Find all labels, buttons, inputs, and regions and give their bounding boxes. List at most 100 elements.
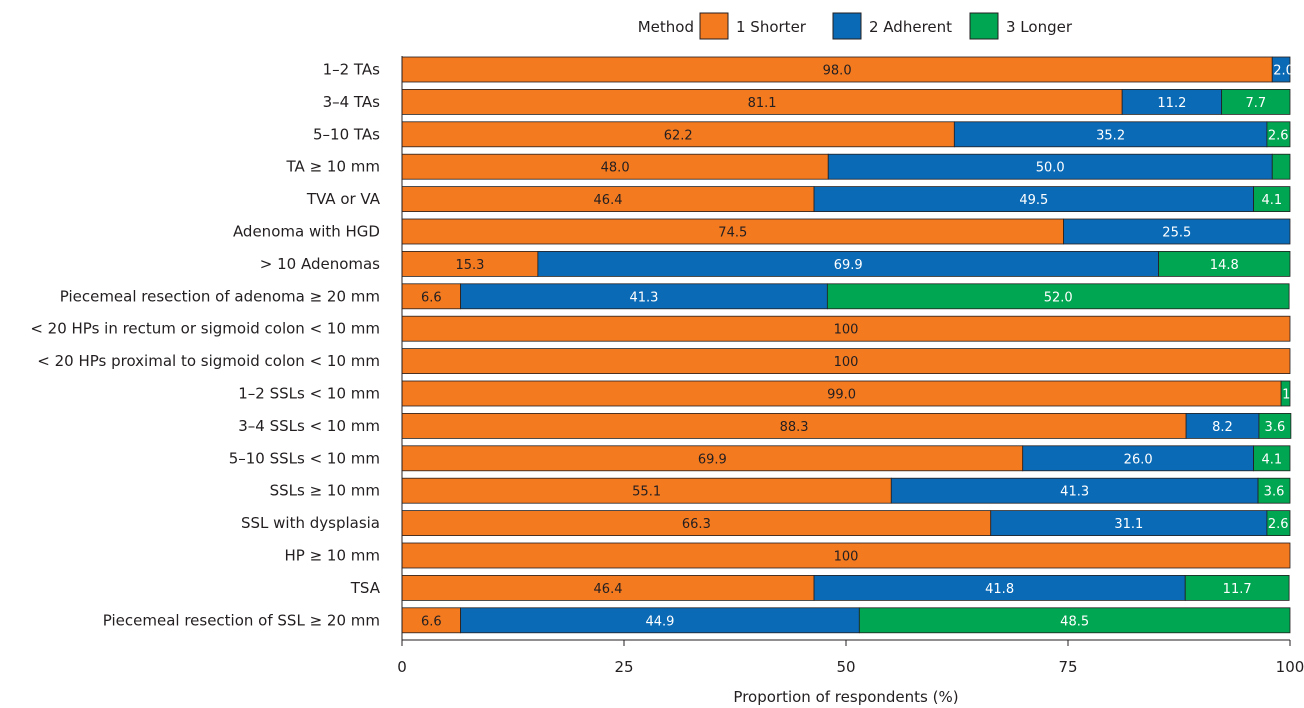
legend-title: Method — [638, 18, 694, 36]
x-tick-label: 75 — [1058, 658, 1077, 676]
x-tick-label: 25 — [614, 658, 633, 676]
bar-segment — [1266, 121, 1291, 148]
bar-value-label: 14.8 — [1210, 258, 1239, 273]
bar-value-label: 7.7 — [1245, 96, 1266, 111]
bar-value-label: 46.4 — [594, 193, 623, 208]
category-label: > 10 Adenomas — [260, 255, 380, 273]
bar-value-label: 99.0 — [827, 388, 856, 403]
x-ticks: 0 25 50 75 100 — [397, 640, 1304, 676]
category-labels: 1–2 TAs 3–4 TAs 5–10 TAs TA ≥ 10 mm TVA or V… — [30, 61, 380, 630]
bar-segment — [1271, 153, 1291, 180]
bar-segment — [1158, 250, 1291, 277]
bar-segment — [1063, 218, 1291, 245]
bar-value-label: 11.2 — [1157, 96, 1186, 111]
x-axis-title: Proportion of respondents (%) — [733, 688, 958, 706]
bar-value-label: 1.0 — [1282, 388, 1303, 403]
category-label: 3–4 TAs — [323, 93, 381, 111]
bar-segment — [1257, 477, 1291, 504]
bar-value-label: 3.6 — [1264, 485, 1285, 500]
bar-value-label: 55.1 — [632, 485, 661, 500]
category-label: Adenoma with HGD — [233, 223, 380, 241]
bar-value-label: 6.6 — [421, 614, 442, 629]
bar-value-label: 2.6 — [1268, 128, 1289, 143]
bar-value-label: 6.6 — [421, 290, 442, 305]
bar-value-label: 2.0 — [1273, 64, 1294, 79]
bar-segment — [460, 283, 828, 310]
bar-value-label: 2.6 — [1268, 517, 1289, 532]
legend-entry: 3 Longer — [1006, 18, 1073, 36]
bar-segment — [826, 283, 1290, 310]
x-tick-label: 0 — [397, 658, 407, 676]
bar-value-label: 49.5 — [1019, 193, 1048, 208]
bar-value-label: 88.3 — [780, 420, 809, 435]
bar-segment — [1280, 380, 1291, 407]
category-label: SSLs ≥ 10 mm — [270, 482, 380, 500]
bar-segment — [401, 315, 1291, 342]
bar-segment — [1121, 89, 1223, 115]
bar-value-label: 69.9 — [698, 452, 727, 467]
bar-value-label: 48.0 — [601, 161, 630, 176]
legend: Method 1 Shorter 2 Adherent 3 Longer — [638, 12, 1073, 40]
category-label: 5–10 TAs — [313, 125, 380, 143]
bar-segment — [401, 218, 1064, 245]
category-label: 1–2 TAs — [323, 61, 381, 79]
bar-segment — [401, 250, 539, 277]
bar-value-label: 100 — [834, 323, 859, 338]
bar-value-label: 41.8 — [985, 582, 1014, 597]
bar-segment — [1266, 510, 1291, 537]
bar-value-label: 100 — [834, 550, 859, 565]
bar-segment — [1253, 445, 1291, 472]
bar-segment — [401, 186, 815, 213]
legend-swatch — [969, 12, 999, 40]
bar-value-label: 11.7 — [1223, 582, 1252, 597]
bar-value-label: 98.0 — [823, 64, 852, 79]
bar-segment — [401, 348, 1291, 375]
bar-value-label: 41.3 — [630, 290, 659, 305]
legend-swatch — [699, 12, 729, 40]
bar-value-label: 4.1 — [1261, 193, 1282, 208]
bar-value-label: 44.9 — [645, 614, 674, 629]
bar-segment — [1022, 445, 1254, 472]
bars: 98.0 2.0 81.1 11.2 7.7 62.2 35.2 2.6 48.0 50.0 46.… — [401, 56, 1303, 634]
category-label: < 20 HPs in rectum or sigmoid colon < 10… — [30, 320, 380, 338]
legend-entry: 2 Adherent — [869, 18, 952, 36]
bar-value-label: 74.5 — [718, 226, 747, 241]
bar-value-label: 8.2 — [1212, 420, 1233, 435]
bar-segment — [1253, 186, 1291, 213]
bar-value-label: 69.9 — [834, 258, 863, 273]
bar-segment — [1184, 575, 1290, 601]
category-label: TA ≥ 10 mm — [286, 158, 380, 176]
bar-value-label: 66.3 — [682, 517, 711, 532]
bar-segment — [890, 477, 1259, 504]
bar-segment — [813, 575, 1186, 601]
category-label: TSA — [350, 579, 381, 597]
bar-value-label: 31.1 — [1114, 517, 1143, 532]
bar-segment — [401, 412, 1187, 439]
bar-value-label: 81.1 — [748, 96, 777, 111]
bar-segment — [1221, 89, 1291, 115]
bar-segment — [401, 542, 1291, 569]
bar-value-label: 48.5 — [1060, 614, 1089, 629]
bar-value-label: 35.2 — [1096, 128, 1125, 143]
bar-segment — [401, 121, 955, 148]
bar-segment — [401, 510, 992, 537]
bar-value-label: 4.1 — [1261, 452, 1282, 467]
bar-value-label: 46.4 — [594, 582, 623, 597]
category-label: HP ≥ 10 mm — [284, 547, 380, 565]
bar-value-label: 100 — [834, 355, 859, 370]
x-tick-label: 50 — [836, 658, 855, 676]
category-label: 1–2 SSLs < 10 mm — [238, 385, 380, 403]
legend-entry: 1 Shorter — [736, 18, 807, 36]
x-tick-label: 100 — [1276, 658, 1304, 676]
category-label: TVA or VA — [306, 190, 381, 208]
bar-segment — [401, 153, 829, 180]
category-label: < 20 HPs proximal to sigmoid colon < 10 … — [37, 352, 380, 370]
bar-value-label: 52.0 — [1044, 290, 1073, 305]
bar-segment — [953, 121, 1268, 148]
legend-swatch — [832, 12, 862, 40]
category-label: 3–4 SSLs < 10 mm — [238, 417, 380, 435]
bar-segment — [813, 186, 1254, 213]
bar-value-label: 15.3 — [455, 258, 484, 273]
bar-value-label: 26.0 — [1124, 452, 1153, 467]
bar-segment — [858, 607, 1291, 634]
